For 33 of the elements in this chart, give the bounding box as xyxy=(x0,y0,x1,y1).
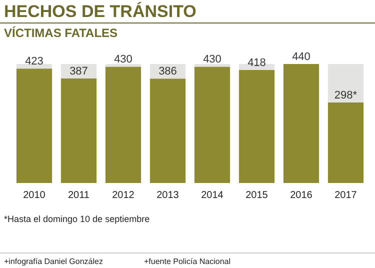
data-label: 298* xyxy=(334,89,358,102)
x-tick-label: 2012 xyxy=(112,190,135,201)
bar xyxy=(238,70,275,183)
bar xyxy=(194,64,230,67)
x-tick-label: 2010 xyxy=(23,190,46,201)
text: +infografía Daniel González xyxy=(4,257,103,266)
bar xyxy=(283,64,320,183)
chart-title: HECHOS DE TRÁNSITO xyxy=(4,1,196,21)
data-label: 418 xyxy=(248,56,266,69)
bar xyxy=(328,102,364,183)
data-label: 386 xyxy=(158,66,177,78)
bar xyxy=(150,78,186,183)
bar xyxy=(60,78,97,183)
x-tick-label: 2015 xyxy=(246,190,268,201)
bar xyxy=(105,66,142,183)
data-label: 430 xyxy=(114,54,132,66)
bar xyxy=(328,64,364,102)
data-label: 440 xyxy=(292,51,310,63)
chart-subtitle: VÍCTIMAS FATALES xyxy=(4,26,118,40)
data-label: 423 xyxy=(25,56,44,68)
x-tick-label: 2017 xyxy=(334,190,358,201)
x-tick-label: 2011 xyxy=(68,190,90,201)
bar xyxy=(16,68,52,183)
bar xyxy=(194,66,230,183)
text: +fuente Policía Nacional xyxy=(144,257,231,266)
x-tick-label: 2013 xyxy=(156,190,180,201)
bar xyxy=(105,64,142,67)
x-tick-label: 2014 xyxy=(201,190,224,201)
text: *Hasta el domingo 10 de septiembre xyxy=(4,214,150,224)
bar xyxy=(16,64,52,69)
x-tick-label: 2016 xyxy=(290,190,313,201)
data-label: 430 xyxy=(203,54,222,66)
data-label: 387 xyxy=(70,65,88,78)
